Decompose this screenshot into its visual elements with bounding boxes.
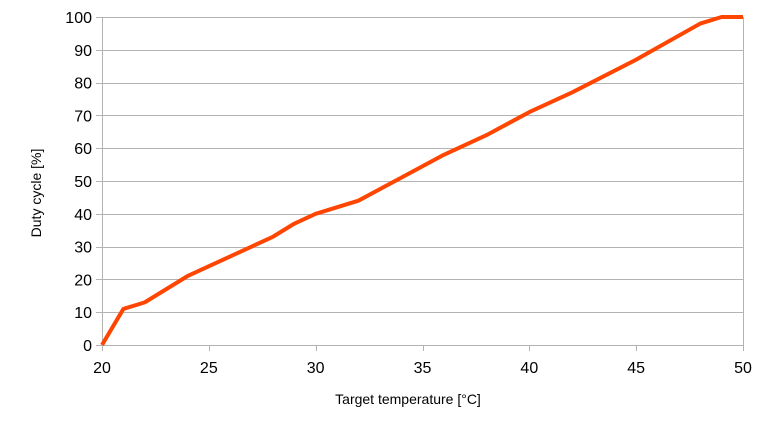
- gridlines: [102, 17, 743, 346]
- y-tick-labels: 0 10 20 30 40 50 60 70 80 90 100: [65, 10, 92, 355]
- x-tick-labels: 20 25 30 35 40 45 50: [93, 360, 752, 377]
- y-tick-label-60: 60: [74, 141, 92, 158]
- series: [100, 15, 743, 347]
- x-tick-label-25: 25: [200, 360, 218, 377]
- y-axis-title: Duty cycle [%]: [28, 149, 44, 238]
- x-tick-label-45: 45: [627, 360, 645, 377]
- axes: [96, 17, 744, 351]
- y-tick-label-50: 50: [74, 174, 92, 191]
- y-tick-label-90: 90: [74, 43, 92, 60]
- series-line-0: [100, 15, 743, 347]
- y-tick-label-100: 100: [65, 10, 92, 27]
- y-tick-label-0: 0: [83, 338, 92, 355]
- x-tick-label-50: 50: [734, 360, 752, 377]
- x-axis-title: Target temperature [°C]: [335, 391, 481, 407]
- x-tick-label-20: 20: [93, 360, 111, 377]
- y-tick-label-10: 10: [74, 305, 92, 322]
- y-tick-label-80: 80: [74, 76, 92, 93]
- y-tick-label-30: 30: [74, 240, 92, 257]
- y-tick-label-70: 70: [74, 108, 92, 125]
- x-tick-label-35: 35: [414, 360, 432, 377]
- x-tick-label-30: 30: [307, 360, 325, 377]
- y-tick-label-20: 20: [74, 272, 92, 289]
- x-tick-label-40: 40: [520, 360, 538, 377]
- y-tick-label-40: 40: [74, 207, 92, 224]
